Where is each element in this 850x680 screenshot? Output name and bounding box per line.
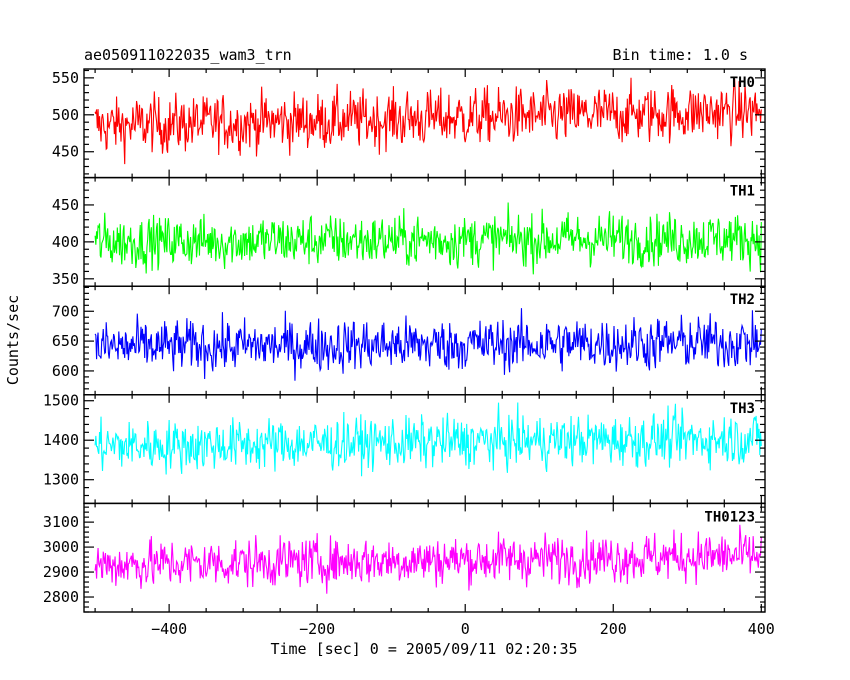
x-tick-label: 0 — [461, 620, 470, 638]
x-axis-label: Time [sec] 0 = 2005/09/11 02:20:35 — [270, 640, 577, 658]
x-tick-label: −200 — [299, 620, 335, 638]
chart-title-right: Bin time: 1.0 s — [613, 46, 748, 64]
y-tick-label: 450 — [52, 196, 79, 214]
y-tick-label: 650 — [52, 332, 79, 350]
y-tick-label: 3000 — [43, 538, 79, 556]
panel-label: TH0 — [730, 75, 755, 91]
y-tick-label: 400 — [52, 233, 79, 251]
y-tick-label: 1300 — [43, 471, 79, 489]
y-tick-label: 2800 — [43, 588, 79, 606]
panel-label: TH0123 — [704, 509, 755, 525]
panel-th2: 600 650 700 TH2 — [52, 285, 766, 396]
x-axis: −400 −200 0 200 400 — [151, 620, 775, 638]
panel-label: TH2 — [730, 292, 755, 308]
x-tick-label: −400 — [151, 620, 187, 638]
y-axis-label: Counts/sec — [4, 295, 22, 385]
panel-th3: 1300 1400 1500 TH3 — [43, 392, 766, 505]
x-tick-label: 200 — [600, 620, 627, 638]
panel-label: TH1 — [730, 184, 755, 200]
y-tick-label: 600 — [52, 362, 79, 380]
y-tick-label: 2900 — [43, 563, 79, 581]
series-th3 — [94, 402, 762, 477]
y-tick-label: 350 — [52, 270, 79, 288]
panel-th0: 450 500 550 TH0 — [52, 68, 766, 179]
y-tick-label: 550 — [52, 69, 79, 87]
series-th2 — [94, 308, 762, 381]
series-th0 — [94, 77, 762, 165]
y-tick-label: 1500 — [43, 392, 79, 410]
chart-title-left: ae050911022035_wam3_trn — [84, 46, 292, 64]
panels: 450 500 550 TH0 350 400 450 TH1 600 650 700 TH2 1300… — [43, 68, 766, 613]
panel-frame — [83, 502, 766, 613]
x-tick-label: 400 — [748, 620, 775, 638]
panel-th1: 350 400 450 TH1 — [52, 176, 766, 288]
y-tick-label: 3100 — [43, 513, 79, 531]
y-tick-label: 500 — [52, 106, 79, 124]
series-th0123 — [94, 524, 762, 594]
series-th1 — [94, 202, 762, 275]
y-tick-label: 700 — [52, 302, 79, 320]
y-tick-label: 1400 — [43, 431, 79, 449]
y-tick-label: 450 — [52, 143, 79, 161]
panel-th0123: 2800 2900 3000 3100 TH0123 — [43, 502, 766, 613]
panel-label: TH3 — [730, 401, 755, 417]
